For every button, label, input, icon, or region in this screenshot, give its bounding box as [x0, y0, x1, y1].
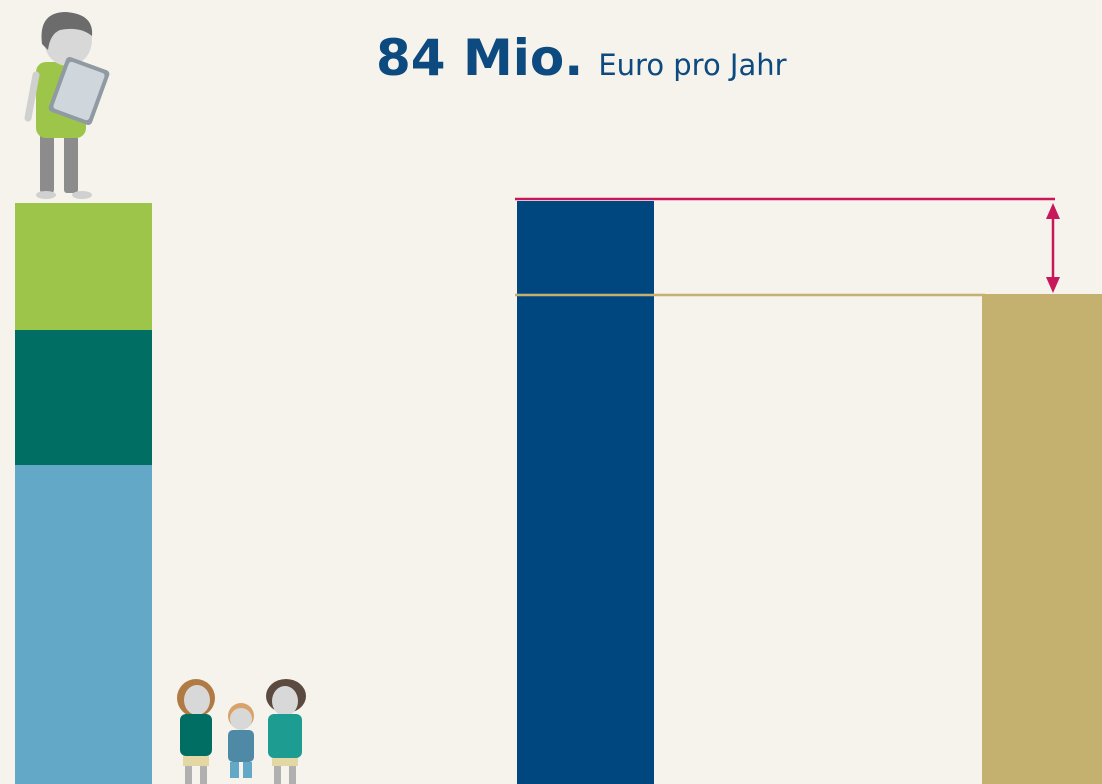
segment — [15, 330, 152, 465]
column — [517, 201, 654, 784]
segment — [15, 203, 152, 330]
infographic: 84 Mio. Euro pro Jahr — [0, 0, 1102, 784]
unit: Euro pro Jahr — [598, 48, 786, 82]
segment — [15, 465, 152, 784]
page: 84 Mio. Euro pro Jahr — [0, 0, 1102, 784]
column — [982, 294, 1102, 784]
amount: 84 Mio. — [376, 29, 583, 87]
